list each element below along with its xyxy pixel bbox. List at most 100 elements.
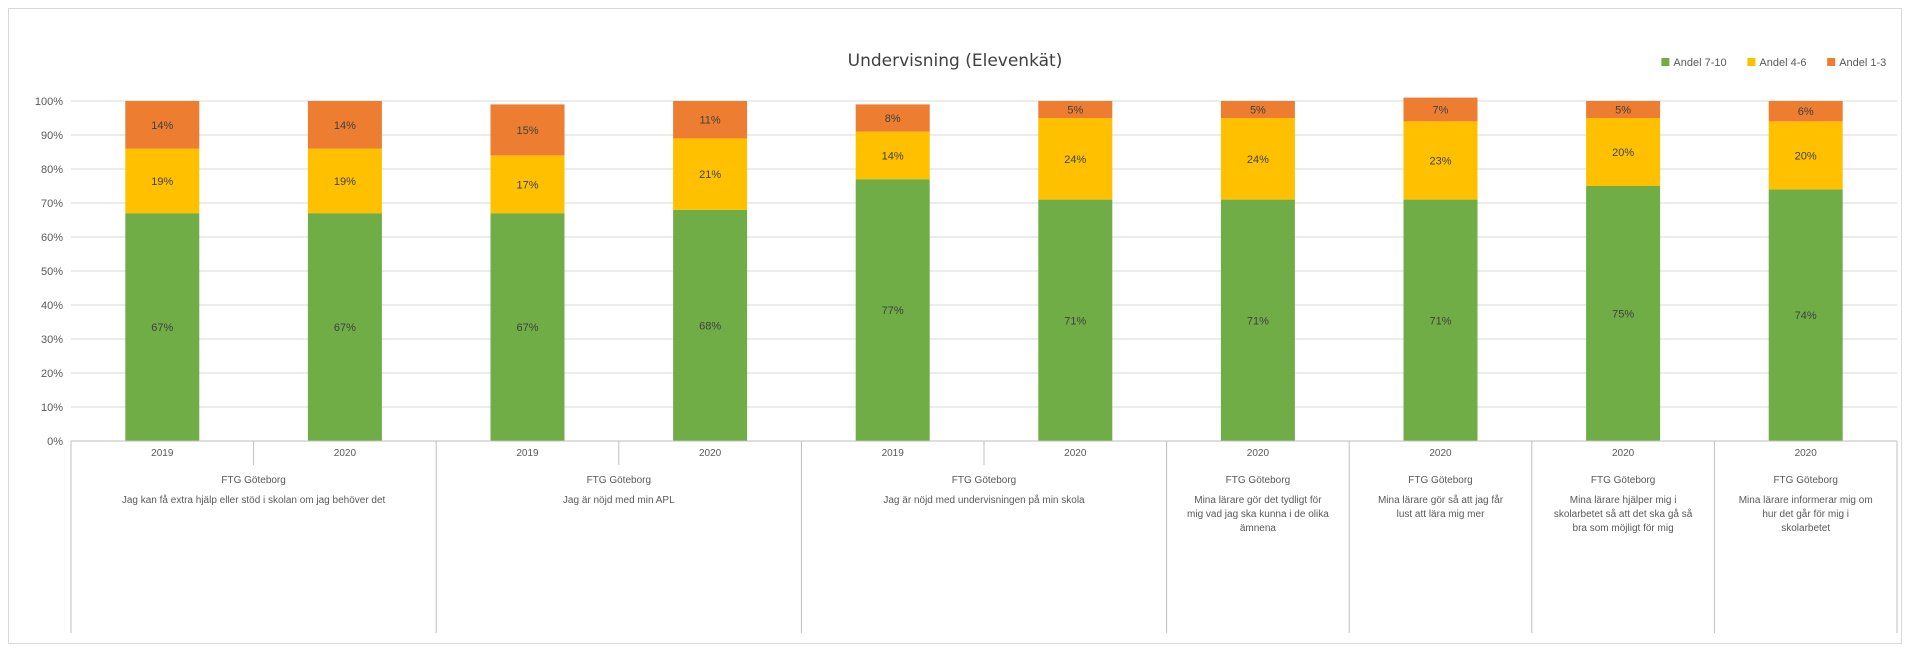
data-label: 7% [1433,105,1449,117]
data-label: 14% [334,120,356,132]
bar-segment-3 [1038,101,1113,118]
bar-segment-1 [673,209,748,441]
data-label: 71% [1429,315,1451,327]
bar-segment-3 [307,101,382,149]
data-label: 17% [516,179,538,191]
data-label: 24% [1064,154,1086,166]
bar-segment-3 [1768,101,1843,122]
data-label: 15% [516,125,538,137]
x-group-question: Mina lärare gör det tydligt för mig vad j… [1187,495,1329,534]
data-label: 24% [1247,154,1269,166]
bar-segment-1 [490,213,565,441]
bar-segment-1 [1586,186,1661,441]
data-label: 19% [151,176,173,188]
data-label: 20% [1612,147,1634,159]
data-label: 67% [516,322,538,334]
bar-segment-2 [1586,118,1661,186]
data-label: 21% [699,169,721,181]
data-label: 14% [151,120,173,132]
data-label: 6% [1798,106,1814,118]
legend-swatch [1661,58,1670,66]
y-tick-label: 30% [41,334,63,346]
data-label: 5% [1067,105,1083,117]
data-label: 5% [1615,105,1631,117]
y-tick-label: 80% [41,164,63,176]
x-tick-year: 2020 [334,448,357,459]
data-label: 67% [334,322,356,334]
y-tick-label: 90% [41,130,63,142]
data-label: 11% [699,115,720,127]
bar-segment-1 [307,213,382,441]
chart-svg: Undervisning (Elevenkät) Andel 7-10 Andel… [35,51,1898,633]
y-tick-label: 40% [41,300,63,312]
y-tick-label: 20% [41,368,63,380]
data-label: 5% [1250,105,1266,117]
data-label: 23% [1429,156,1451,168]
y-tick-label: 50% [41,266,63,278]
data-label: 67% [151,322,173,334]
data-label: 8% [885,113,901,125]
y-tick-label: 10% [41,402,63,414]
data-label: 71% [1064,315,1086,327]
y-tick-label: 70% [41,198,63,210]
bar-segment-3 [125,101,200,149]
bar-segment-1 [1403,199,1478,441]
bars [125,97,1843,441]
data-label: 68% [699,320,721,332]
bar-segment-1 [125,213,200,441]
bar-segment-3 [1586,101,1661,118]
bar-segment-3 [1220,101,1295,118]
data-label: 77% [882,305,904,317]
bar-segment-1 [855,179,930,441]
y-tick-label: 100% [35,96,63,108]
y-tick-label: 60% [41,232,63,244]
legend-label: Andel 1-3 [1839,57,1886,69]
bar-labels: 67% 19% 14% 67% 19% 14% 67% 17% 15% 68% 21% 11% 77% 1… [151,105,1817,335]
bar-segment-1 [1220,199,1295,441]
y-axis: 0% 10% 20% 30% 40% 50% 60% 70% 80% 90% 100% [35,96,63,448]
legend-swatch [1827,58,1836,66]
x-group-question: Jag kan få extra hjälp eller stöd i skol… [122,494,386,506]
x-tick-year: 2020 [1247,448,1270,459]
x-group-question: Jag är nöjd med min APL [563,495,675,506]
data-label: 14% [882,150,904,162]
legend-swatch [1747,58,1756,66]
x-tick-year: 2020 [699,448,722,459]
bar-segment-2 [1403,121,1478,200]
x-tick-year: 2020 [1064,448,1087,459]
x-tick-year: 2020 [1612,448,1635,459]
bar-segment-2 [125,148,200,214]
x-group-school: FTG Göteborg [1408,475,1472,486]
data-label: 20% [1795,150,1817,162]
bar-segment-2 [1220,118,1295,200]
x-group-question: Mina lärare informerar mig om hur det går… [1739,495,1873,534]
x-group-question: Mina lärare gör så att jag får lust att l… [1378,494,1504,520]
x-tick-year: 2020 [1795,448,1818,459]
bar-segment-1 [1038,199,1113,441]
bar-segment-2 [490,155,565,214]
x-group-school: FTG Göteborg [587,475,651,486]
x-axis: 2019 2020 2019 2020 2019 2020 2020 2020 2020 2020… [70,440,1898,633]
bar-segment-2 [855,131,930,180]
x-tick-year: 2019 [882,448,905,459]
x-group-school: FTG Göteborg [1591,475,1655,486]
legend-label: Andel 4-6 [1759,57,1806,69]
x-group-school: FTG Göteborg [952,475,1016,486]
bar-segment-3 [673,101,748,139]
chart-frame: Undervisning (Elevenkät) Andel 7-10 Andel… [8,8,1902,644]
x-group-question: Mina lärare hjälper mig i skolarbetet så … [1554,495,1693,534]
bar-segment-2 [673,138,748,210]
data-label: 19% [334,176,356,188]
legend: Andel 7-10 Andel 4-6 Andel 1-3 [1661,57,1886,69]
chart-title: Undervisning (Elevenkät) [848,51,1063,71]
bar-segment-3 [1403,97,1478,122]
bar-segment-3 [490,104,565,156]
bar-segment-2 [1768,121,1843,190]
bar-segment-2 [307,148,382,214]
x-group-school: FTG Göteborg [1226,475,1290,486]
data-label: 71% [1247,315,1269,327]
x-tick-year: 2019 [516,448,539,459]
data-label: 74% [1795,310,1817,322]
x-group-question: Jag är nöjd med undervisningen på min sk… [883,494,1085,506]
bar-segment-1 [1768,189,1843,441]
